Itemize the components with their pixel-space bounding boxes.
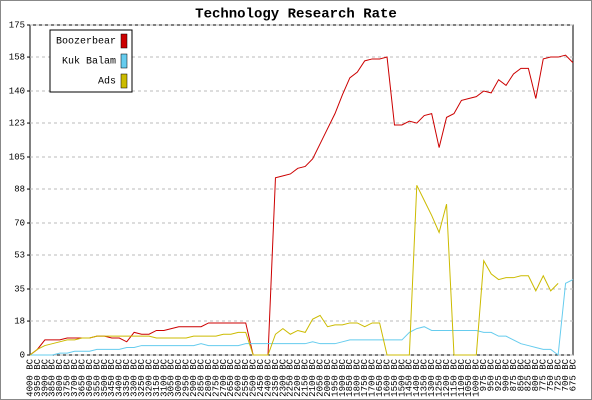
legend-label: Ads — [98, 76, 116, 88]
x-tick-label: 3250 BC — [137, 358, 147, 396]
x-tick-label: 2450 BC — [256, 358, 266, 396]
x-tick-label: 1100 BC — [457, 358, 467, 396]
x-tick-label: 2750 BC — [211, 358, 221, 396]
x-tick-label: 1150 BC — [449, 358, 459, 396]
x-tick-label: 2350 BC — [271, 358, 281, 396]
x-tick-label: 925 BC — [494, 358, 504, 391]
y-tick-label: 175 — [9, 20, 25, 30]
x-tick-label: 2300 BC — [278, 358, 288, 396]
x-tick-label: 1000 BC — [472, 358, 482, 396]
x-tick-label: 3350 BC — [122, 358, 132, 396]
x-tick-label: 1850 BC — [345, 358, 355, 396]
y-tick-label: 88 — [14, 184, 25, 194]
x-tick-label: 3950 BC — [33, 358, 43, 396]
x-tick-label: 2000 BC — [323, 358, 333, 396]
x-tick-label: 3850 BC — [48, 358, 58, 396]
x-tick-label: 2200 BC — [293, 358, 303, 396]
x-tick-label: 1700 BC — [368, 358, 378, 396]
x-tick-label: 2700 BC — [219, 358, 229, 396]
x-tick-label: 725 BC — [553, 358, 563, 391]
x-tick-label: 3000 BC — [174, 358, 184, 396]
x-tick-label: 3300 BC — [130, 358, 140, 396]
x-tick-label: 2850 BC — [196, 358, 206, 396]
y-tick-label: 70 — [14, 218, 25, 228]
series-line — [29, 54, 574, 356]
x-tick-label: 1050 BC — [464, 358, 474, 396]
x-tick-label: 2500 BC — [249, 358, 259, 396]
legend-swatch — [120, 33, 128, 49]
x-tick-label: 3700 BC — [70, 358, 80, 396]
x-tick-label: 2100 BC — [308, 358, 318, 396]
y-tick-label: 35 — [14, 284, 25, 294]
y-tick-label: 18 — [14, 316, 25, 326]
x-tick-label: 3450 BC — [107, 358, 117, 396]
x-tick-label: 1950 BC — [330, 358, 340, 396]
x-tick-label: 825 BC — [524, 358, 534, 391]
x-tick-label: 850 BC — [516, 358, 526, 391]
y-tick-label: 158 — [9, 52, 25, 62]
x-tick-label: 750 BC — [546, 358, 556, 391]
legend-label: Boozerbear — [56, 36, 116, 48]
y-tick-label: 0 — [20, 350, 25, 360]
x-tick-label: 875 BC — [509, 358, 519, 391]
x-tick-label: 775 BC — [539, 358, 549, 391]
x-tick-label: 3550 BC — [92, 358, 102, 396]
x-tick-label: 1900 BC — [338, 358, 348, 396]
legend-label: Kuk Balam — [62, 56, 116, 68]
y-tick-label: 53 — [14, 250, 25, 260]
x-tick-label: 1750 BC — [360, 358, 370, 396]
x-tick-label: 1800 BC — [353, 358, 363, 396]
x-tick-label: 2400 BC — [263, 358, 273, 396]
legend-swatch — [120, 53, 128, 69]
y-tick-label: 105 — [9, 152, 25, 162]
x-tick-label: 4000 BC — [25, 358, 35, 396]
x-tick-label: 3800 BC — [55, 358, 65, 396]
x-tick-label: 1550 BC — [390, 358, 400, 396]
x-tick-label: 1450 BC — [405, 358, 415, 396]
x-tick-label: 700 BC — [561, 358, 571, 391]
x-tick-label: 2250 BC — [286, 358, 296, 396]
x-tick-label: 2150 BC — [301, 358, 311, 396]
x-tick-label: 1500 BC — [397, 358, 407, 396]
x-tick-label: 1400 BC — [412, 358, 422, 396]
x-tick-label: 900 BC — [501, 358, 511, 391]
x-tick-label: 1600 BC — [382, 358, 392, 396]
legend-swatch — [120, 73, 128, 89]
x-tick-label: 1250 BC — [434, 358, 444, 396]
x-tick-label: 2800 BC — [204, 358, 214, 396]
x-tick-label: 3400 BC — [115, 358, 125, 396]
x-tick-label: 3050 BC — [167, 358, 177, 396]
x-tick-label: 3900 BC — [40, 358, 50, 396]
x-tick-label: 2650 BC — [226, 358, 236, 396]
x-tick-label: 950 BC — [487, 358, 497, 391]
x-tick-label: 3750 BC — [63, 358, 73, 396]
series-line — [30, 279, 574, 356]
x-tick-label: 3650 BC — [77, 358, 87, 396]
x-tick-label: 2900 BC — [189, 358, 199, 396]
legend-box — [49, 29, 133, 93]
x-tick-label: 2050 BC — [315, 358, 325, 396]
x-tick-label: 3600 BC — [85, 358, 95, 396]
x-tick-label: 3200 BC — [144, 358, 154, 396]
chart-title: Technology Research Rate — [195, 7, 397, 23]
y-tick-label: 123 — [9, 118, 25, 128]
x-tick-label: 1650 BC — [375, 358, 385, 396]
x-tick-label: 1300 BC — [427, 358, 437, 396]
x-tick-label: 1350 BC — [420, 358, 430, 396]
x-tick-label: 1200 BC — [442, 358, 452, 396]
x-tick-label: 3100 BC — [159, 358, 169, 396]
x-tick-label: 975 BC — [479, 358, 489, 391]
x-tick-label: 3150 BC — [152, 358, 162, 396]
x-tick-label: 2950 BC — [182, 358, 192, 396]
y-tick-label: 140 — [9, 86, 25, 96]
x-tick-label: 2600 BC — [234, 358, 244, 396]
series-line — [29, 185, 559, 356]
x-tick-label: 800 BC — [531, 358, 541, 391]
x-tick-label: 3500 BC — [100, 358, 110, 396]
x-tick-label: 675 BC — [568, 358, 578, 391]
x-tick-label: 2550 BC — [241, 358, 251, 396]
